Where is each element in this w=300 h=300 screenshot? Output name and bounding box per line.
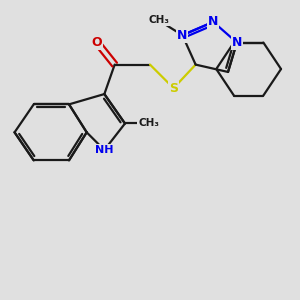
Text: O: O — [92, 36, 102, 49]
Text: S: S — [169, 82, 178, 95]
Text: N: N — [208, 15, 218, 28]
Text: N: N — [177, 29, 188, 42]
Text: NH: NH — [95, 145, 114, 155]
Text: CH₃: CH₃ — [148, 15, 169, 26]
Text: N: N — [232, 36, 242, 49]
Text: CH₃: CH₃ — [138, 118, 159, 128]
